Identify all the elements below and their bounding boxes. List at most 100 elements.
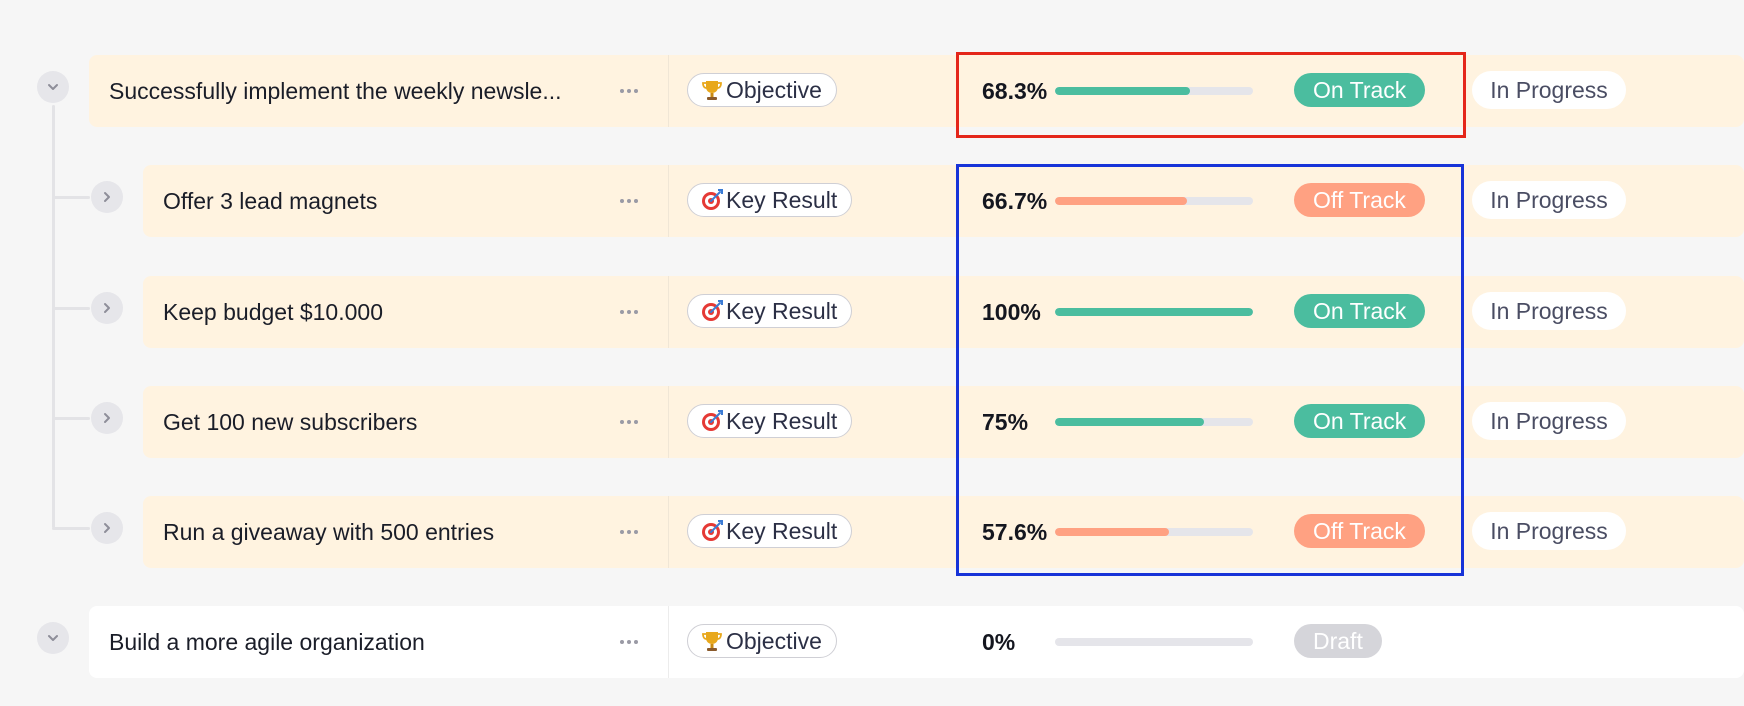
- state-badge[interactable]: In Progress: [1472, 71, 1626, 109]
- expand-toggle[interactable]: [91, 402, 123, 434]
- state-badge[interactable]: In Progress: [1472, 402, 1626, 440]
- chevron-right-icon: [104, 523, 110, 533]
- progress-percent: 0%: [982, 628, 1016, 655]
- dot-icon: [627, 89, 631, 93]
- more-options-button[interactable]: [612, 188, 646, 214]
- status-badge[interactable]: On Track: [1294, 73, 1426, 107]
- progress-bar-fill: [1055, 418, 1204, 426]
- okr-row-key-result[interactable]: Offer 3 lead magnets Key Result 66.7% Of…: [143, 165, 1744, 237]
- target-icon: [702, 189, 723, 210]
- progress-bar-fill: [1055, 197, 1188, 205]
- progress-bar: [1055, 638, 1253, 646]
- status-badge[interactable]: On Track: [1294, 404, 1426, 438]
- okr-row-objective[interactable]: Successfully implement the weekly newsle…: [89, 55, 1744, 127]
- more-options-button[interactable]: [612, 519, 646, 545]
- column-divider: [668, 386, 669, 458]
- tree-connector-vertical: [52, 105, 55, 528]
- dot-icon: [620, 199, 624, 203]
- status-badge[interactable]: Off Track: [1294, 514, 1425, 548]
- dot-icon: [627, 199, 631, 203]
- dot-icon: [634, 310, 638, 314]
- dot-icon: [634, 420, 638, 424]
- column-divider: [668, 606, 669, 678]
- progress-percent: 68.3%: [982, 77, 1048, 104]
- okr-title[interactable]: Build a more agile organization: [109, 628, 425, 655]
- column-divider: [668, 496, 669, 568]
- okr-title[interactable]: Offer 3 lead magnets: [163, 187, 378, 214]
- progress-bar: [1055, 87, 1253, 95]
- chevron-down-icon: [48, 635, 58, 641]
- progress-percent: 66.7%: [982, 187, 1048, 214]
- dot-icon: [627, 310, 631, 314]
- state-badge[interactable]: In Progress: [1472, 512, 1626, 550]
- chevron-right-icon: [104, 192, 110, 202]
- status-badge[interactable]: Draft: [1294, 624, 1382, 658]
- tree-connector-branch: [52, 527, 90, 530]
- type-badge: Key Result: [687, 514, 853, 548]
- more-options-button[interactable]: [612, 299, 646, 325]
- target-icon: [702, 300, 723, 321]
- type-badge: Objective: [687, 73, 837, 107]
- okr-row-objective[interactable]: Build a more agile organization Objectiv…: [89, 606, 1744, 678]
- type-label: Key Result: [726, 517, 838, 544]
- dot-icon: [620, 530, 624, 534]
- type-label: Key Result: [726, 186, 838, 213]
- dot-icon: [627, 530, 631, 534]
- dot-icon: [634, 530, 638, 534]
- okr-title[interactable]: Get 100 new subscribers: [163, 408, 418, 435]
- state-badge[interactable]: In Progress: [1472, 181, 1626, 219]
- type-badge: Key Result: [687, 183, 853, 217]
- okr-row-key-result[interactable]: Run a giveaway with 500 entries Key Resu…: [143, 496, 1744, 568]
- trophy-icon: [702, 632, 722, 651]
- dot-icon: [620, 310, 624, 314]
- status-badge[interactable]: On Track: [1294, 294, 1426, 328]
- more-options-button[interactable]: [612, 409, 646, 435]
- dot-icon: [634, 89, 638, 93]
- dot-icon: [634, 199, 638, 203]
- collapse-toggle[interactable]: [37, 622, 69, 654]
- chevron-right-icon: [104, 413, 110, 423]
- dot-icon: [627, 420, 631, 424]
- okr-title[interactable]: Run a giveaway with 500 entries: [163, 518, 495, 545]
- progress-bar-fill: [1055, 308, 1253, 316]
- more-options-button[interactable]: [612, 629, 646, 655]
- type-label: Key Result: [726, 407, 838, 434]
- type-badge: Objective: [687, 624, 837, 658]
- progress-percent: 100%: [982, 298, 1041, 325]
- okr-title[interactable]: Successfully implement the weekly newsle…: [109, 77, 562, 104]
- dot-icon: [627, 640, 631, 644]
- status-badge[interactable]: Off Track: [1294, 183, 1425, 217]
- tree-connector-branch: [52, 417, 90, 420]
- progress-bar: [1055, 197, 1253, 205]
- progress-bar: [1055, 418, 1253, 426]
- dot-icon: [620, 640, 624, 644]
- expand-toggle[interactable]: [91, 292, 123, 324]
- collapse-toggle[interactable]: [37, 71, 69, 103]
- dot-icon: [634, 640, 638, 644]
- progress-bar: [1055, 528, 1253, 536]
- okr-row-key-result[interactable]: Keep budget $10.000 Key Result 100% On T…: [143, 276, 1744, 348]
- progress-percent: 75%: [982, 408, 1029, 435]
- target-icon: [702, 410, 723, 431]
- column-divider: [668, 276, 669, 348]
- progress-bar-fill: [1055, 87, 1191, 95]
- chevron-right-icon: [104, 303, 110, 313]
- progress-percent: 57.6%: [982, 518, 1048, 545]
- column-divider: [668, 55, 669, 127]
- okr-title[interactable]: Keep budget $10.000: [163, 298, 383, 325]
- more-options-button[interactable]: [612, 78, 646, 104]
- state-badge[interactable]: In Progress: [1472, 292, 1626, 330]
- expand-toggle[interactable]: [91, 512, 123, 544]
- type-label: Key Result: [726, 297, 838, 324]
- expand-toggle[interactable]: [91, 181, 123, 213]
- okr-row-key-result[interactable]: Get 100 new subscribers Key Result 75% O…: [143, 386, 1744, 458]
- type-label: Objective: [726, 76, 822, 103]
- trophy-icon: [702, 81, 722, 100]
- tree-connector-branch: [52, 196, 90, 199]
- column-divider: [668, 165, 669, 237]
- progress-bar-fill: [1055, 528, 1170, 536]
- tree-connector-branch: [52, 307, 90, 310]
- progress-bar: [1055, 308, 1253, 316]
- target-icon: [702, 520, 723, 541]
- type-label: Objective: [726, 627, 822, 654]
